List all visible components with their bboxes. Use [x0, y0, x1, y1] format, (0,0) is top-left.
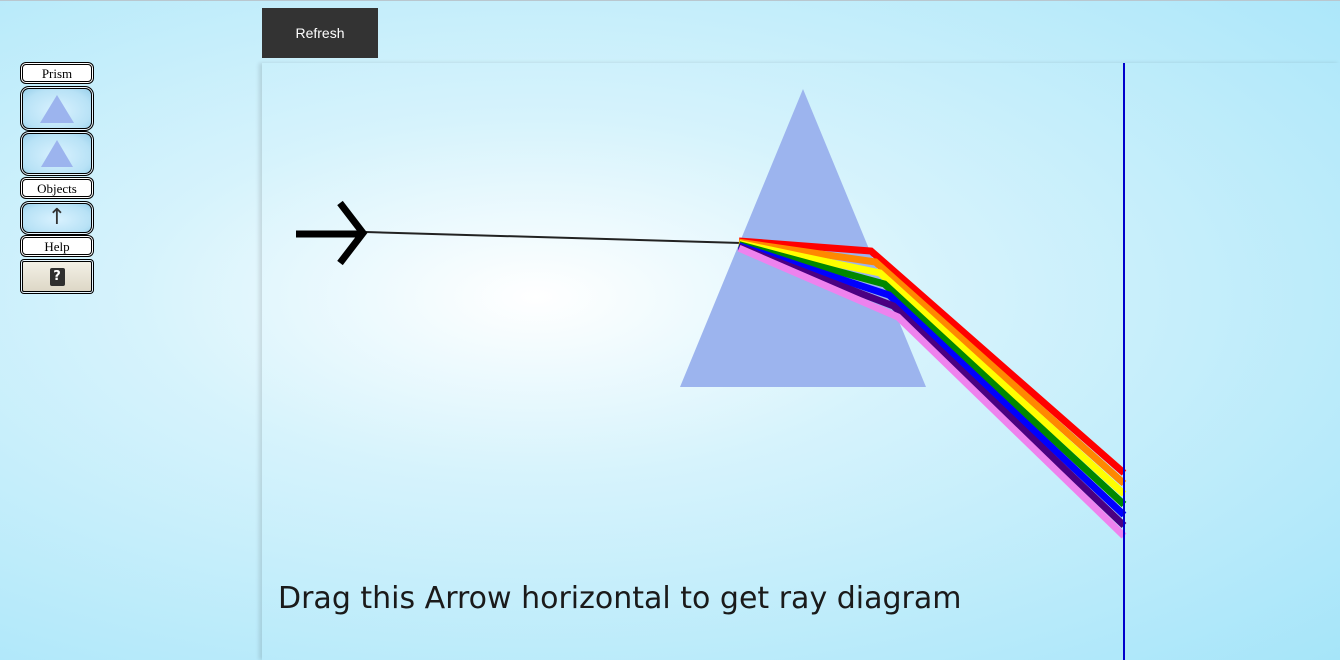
incident-ray [365, 231, 742, 244]
draggable-arrow[interactable] [296, 200, 368, 266]
spectrum-band-green [738, 241, 1127, 508]
prism-triangle-icon [40, 94, 74, 123]
spectrum-band-yellow [738, 239, 1127, 497]
up-arrow-icon: ↑ [47, 205, 67, 230]
object-arrow-button[interactable]: ↑ [22, 203, 92, 233]
spectrum-band-orange [738, 238, 1127, 487]
top-border [0, 0, 1340, 1]
spectrum-band-violet [737, 244, 1127, 539]
prism-triangle-icon [41, 140, 73, 167]
help-section-label: Help [22, 237, 92, 255]
arrow-head [337, 200, 368, 266]
objects-section-label: Objects [22, 179, 92, 197]
simulation-canvas: Drag this Arrow horizontal to get ray di… [262, 63, 1340, 660]
prism-button-2[interactable] [22, 133, 92, 174]
spectrum-band-indigo [737, 243, 1127, 529]
help-button[interactable]: ? [22, 261, 92, 292]
help-question-icon: ? [49, 267, 65, 286]
spectrum-band-blue [737, 242, 1127, 518]
prism-section-label: Prism [22, 64, 92, 82]
instruction-text: Drag this Arrow horizontal to get ray di… [278, 581, 962, 616]
prism-button-1[interactable] [22, 88, 92, 129]
refresh-button[interactable]: Refresh [262, 8, 378, 58]
spectrum-rays [737, 237, 1127, 539]
prism[interactable] [680, 89, 926, 387]
spectrum-band-red [738, 237, 1127, 476]
